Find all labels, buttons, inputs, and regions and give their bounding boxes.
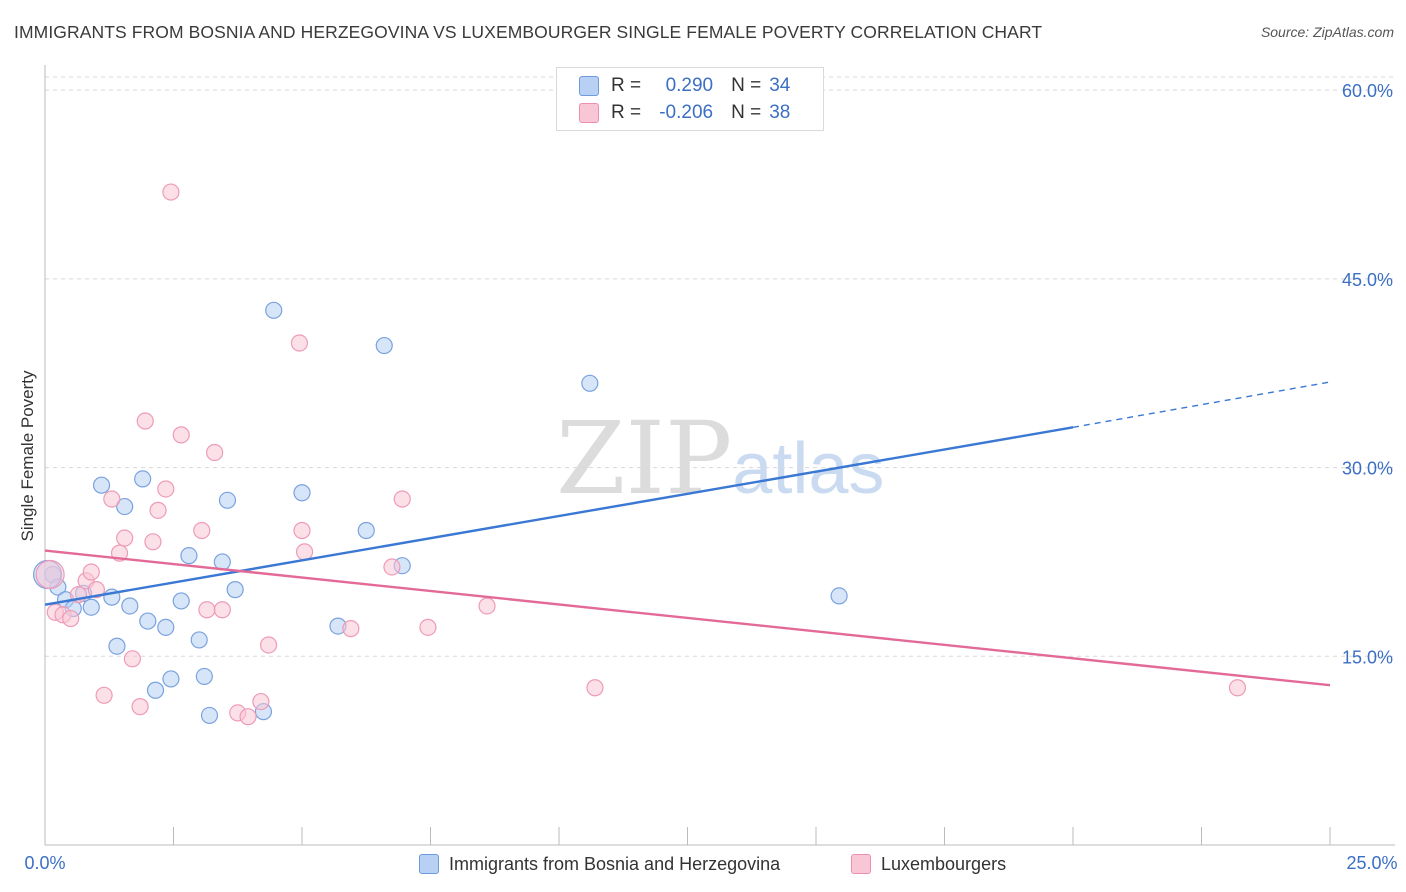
bosnia-trendline (44, 426, 1074, 606)
luxembourg-point (193, 521, 211, 540)
luxembourg-point (342, 620, 360, 638)
bosnia-point (830, 587, 848, 605)
watermark-zip: ZIP (556, 400, 733, 517)
luxembourg-point (1228, 679, 1247, 697)
luxembourg-point (149, 501, 167, 519)
bosnia-point (218, 491, 237, 509)
legend-n-value: 38 (769, 102, 791, 123)
luxembourg-point (123, 650, 141, 668)
bosnia-point (195, 667, 213, 686)
legend-n-label: N = (731, 102, 762, 123)
luxembourg-point (87, 581, 106, 599)
luxembourg-point (419, 618, 437, 636)
luxembourg-point (290, 334, 309, 352)
watermark: ZIPatlas (556, 400, 884, 517)
luxembourg-point (293, 521, 311, 540)
bosnia-trendline-extension (1072, 381, 1331, 429)
bosnia-point (180, 547, 198, 565)
bosnia-point (116, 497, 134, 516)
y-tick-label: 60.0% (1342, 81, 1393, 101)
legend-n-label: N = (731, 75, 762, 96)
legend-swatch-pink (851, 854, 871, 874)
luxembourg-point (62, 609, 80, 628)
luxembourg-point (252, 692, 270, 711)
y-axis-label: Single Female Poverty (18, 370, 37, 542)
bosnia-point (172, 592, 190, 610)
luxembourg-point (393, 490, 411, 508)
bosnia-point (121, 597, 139, 615)
bosnia-point (92, 476, 111, 494)
luxembourg-point (478, 597, 496, 615)
luxembourg-point (586, 679, 604, 697)
bosnia-point (375, 336, 393, 355)
y-tick-label: 15.0% (1342, 647, 1393, 667)
bosnia-point (108, 637, 126, 655)
legend-r-value: 0.290 (665, 75, 714, 96)
watermark-atlas: atlas (732, 429, 885, 509)
luxembourg-point (116, 529, 134, 547)
y-tick-label: 30.0% (1342, 459, 1393, 479)
luxembourg-point (144, 533, 162, 551)
bosnia-point (190, 631, 208, 649)
bosnia-point (162, 670, 180, 688)
legend-label-luxembourgers: Luxembourgers (881, 853, 1007, 874)
luxembourg-point (162, 183, 180, 201)
legend-swatch-pink (579, 103, 599, 123)
bosnia-point (82, 598, 100, 616)
x-tick-label: 0.0% (24, 853, 65, 873)
legend-r-value: -0.206 (659, 102, 714, 123)
legend-label-bosnia: Immigrants from Bosnia and Herzegovina (449, 853, 781, 874)
luxembourg-point (239, 708, 257, 726)
chart-title: IMMIGRANTS FROM BOSNIA AND HERZEGOVINA V… (14, 22, 1043, 42)
correlation-legend: R = 0.290 N = 34 R = -0.206 N = 38 (556, 67, 824, 131)
legend-r-label: R = (611, 75, 642, 96)
bosnia-point (157, 618, 175, 636)
luxembourg-point (383, 558, 401, 576)
bosnia-point (200, 706, 219, 725)
legend-item-bosnia[interactable]: Immigrants from Bosnia and Herzegovina (419, 852, 780, 876)
bosnia-point (293, 484, 311, 502)
luxembourg-trendline (44, 549, 1331, 687)
bosnia-point (134, 470, 152, 488)
luxembourg-point (213, 601, 231, 619)
bosnia-point (265, 301, 283, 319)
bosnia-point (146, 681, 165, 699)
luxembourg-point (95, 686, 113, 704)
legend-swatch-blue (419, 854, 439, 874)
luxembourg-point (157, 480, 175, 498)
bosnia-point (139, 612, 157, 630)
luxembourg-point (82, 563, 100, 581)
luxembourg-point (172, 426, 190, 444)
legend-r-label: R = (611, 102, 642, 123)
legend-item-luxembourgers[interactable]: Luxembourgers (851, 852, 1006, 876)
bosnia-point (226, 581, 244, 599)
bosnia-point (581, 374, 599, 392)
y-tick-label: 45.0% (1342, 270, 1393, 290)
legend-swatch-blue (579, 76, 599, 96)
luxembourg-point (198, 601, 216, 619)
bosnia-point (357, 521, 375, 540)
legend-row-bosnia: R = 0.290 N = 34 (579, 75, 790, 97)
luxembourg-point (103, 490, 121, 508)
legend-row-luxembourg: R = -0.206 N = 38 (579, 102, 790, 124)
luxembourg-point (131, 698, 149, 716)
luxembourg-point (35, 559, 65, 590)
source-credit: Source: ZipAtlas.com (1260, 24, 1394, 40)
x-tick-label: 25.0% (1346, 853, 1397, 873)
luxembourg-point (295, 543, 314, 561)
legend-n-value: 34 (769, 75, 791, 96)
luxembourg-point (206, 443, 224, 462)
luxembourg-point (136, 412, 154, 430)
luxembourg-point (259, 636, 278, 654)
